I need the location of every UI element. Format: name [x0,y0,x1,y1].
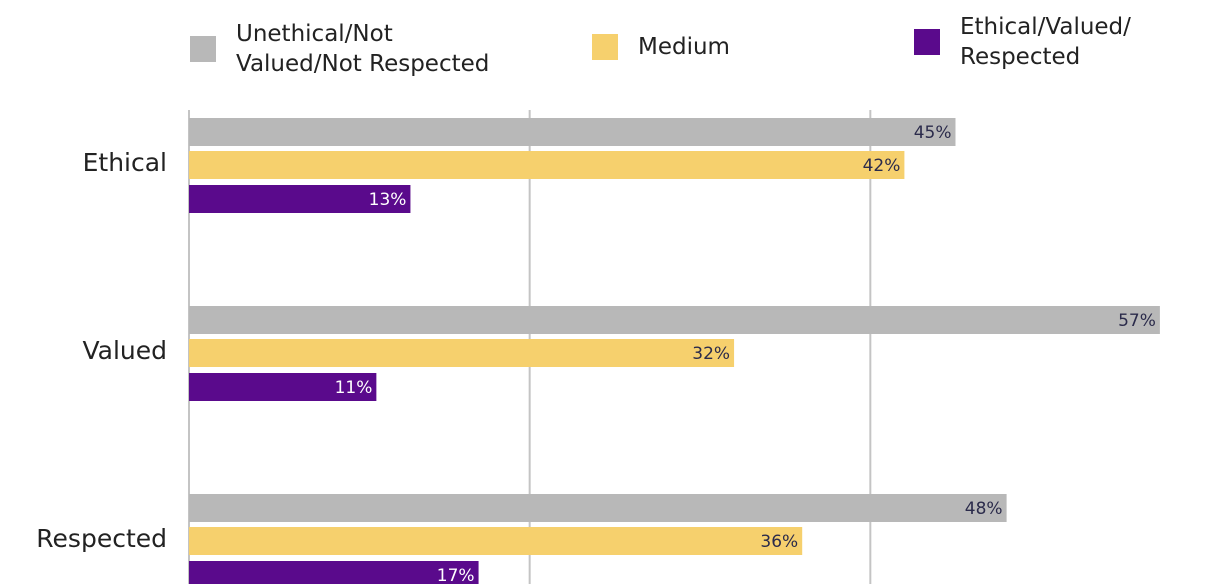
data-label: 17% [437,566,475,584]
legend-swatch [592,34,618,60]
y-tick-label: Valued [82,336,167,365]
bar [189,118,956,146]
legend-item: Medium [592,17,730,77]
legend-item: Unethical/Not Valued/Not Respected [190,19,506,79]
data-label: 57% [1118,311,1156,331]
bar [189,185,411,213]
legend-label: Ethical/​Valued/​Respected [960,14,1131,70]
data-label: 45% [914,123,952,143]
data-label: 32% [692,344,730,364]
data-label: 48% [965,499,1003,519]
bar [189,561,479,584]
data-label: 42% [863,156,901,176]
legend-swatch [914,29,940,55]
bar [189,373,377,401]
bar [189,527,803,555]
bar [189,339,735,367]
bar [189,306,1160,334]
data-label: 11% [335,378,373,398]
legend-swatch [190,36,216,62]
legend-label: Unethical/Not Valued/Not Respected [236,21,490,77]
data-label: 36% [760,532,798,552]
legend-label: Medium [638,34,730,60]
legend-item: Ethical/​Valued/​Respected [914,12,1160,72]
bar [189,494,1007,522]
y-tick-label: Respected [36,524,167,553]
y-tick-label: Ethical [83,148,167,177]
bar [189,151,905,179]
data-label: 13% [369,190,407,210]
